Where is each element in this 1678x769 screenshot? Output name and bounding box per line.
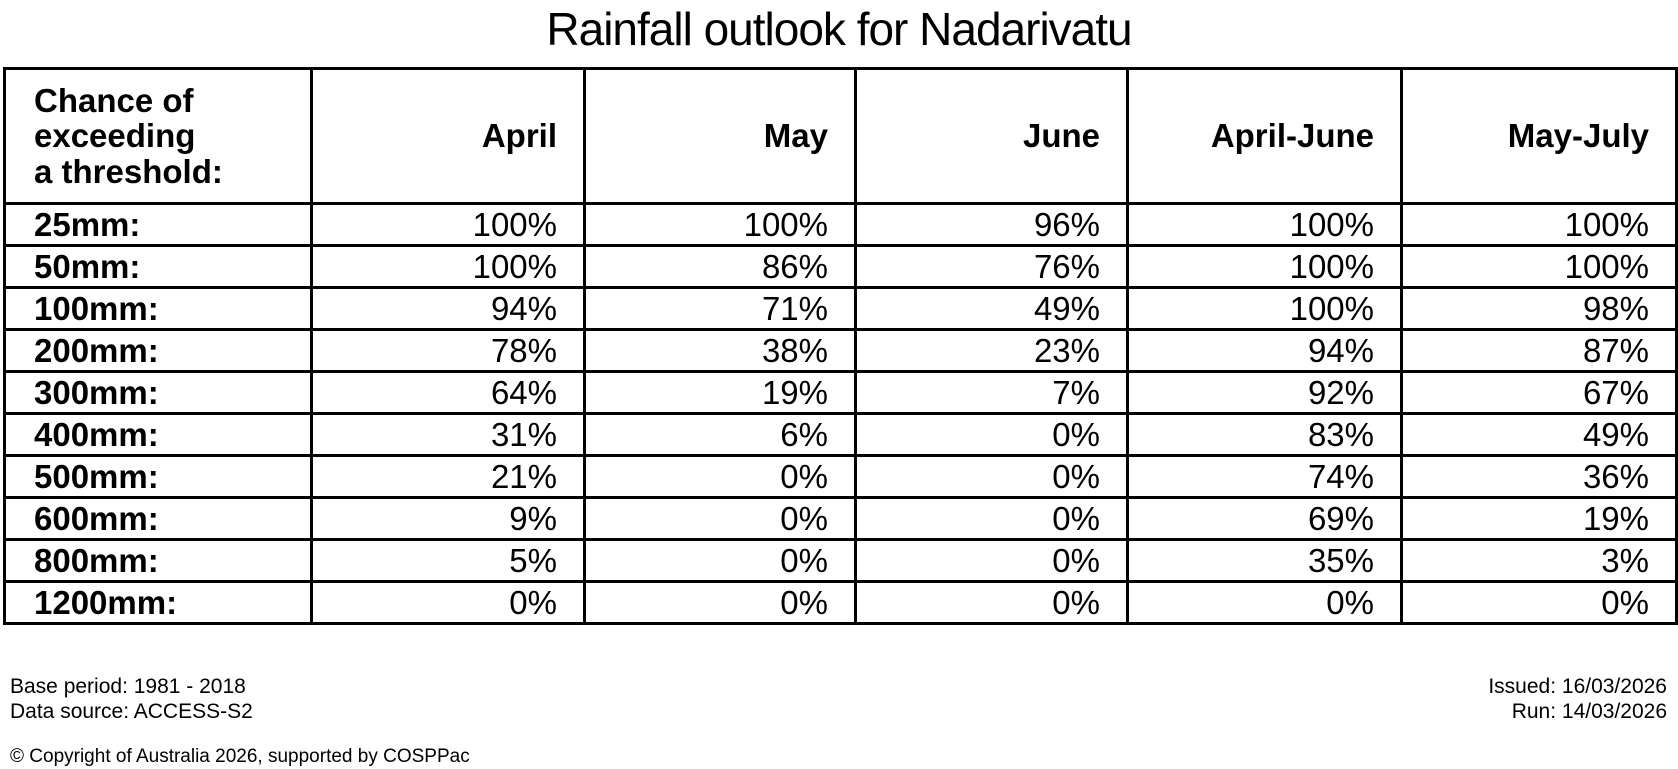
table-cell: 0%	[583, 580, 857, 625]
table-row: 25mm: 100% 100% 96% 100% 100%	[3, 202, 1678, 247]
row-label-400mm: 400mm:	[3, 412, 313, 457]
table-cell: 49%	[854, 286, 1129, 331]
table-cell: 0%	[854, 454, 1129, 499]
rainfall-table: Chance of exceeding a threshold: April M…	[3, 67, 1678, 625]
table-cell: 83%	[1126, 412, 1403, 457]
table-row: 500mm: 21% 0% 0% 74% 36%	[3, 454, 1678, 499]
table-cell: 31%	[310, 412, 586, 457]
table-cell: 69%	[1126, 496, 1403, 541]
table-header-row: Chance of exceeding a threshold: April M…	[3, 67, 1678, 205]
data-source-text: Data source: ACCESS-S2	[10, 700, 253, 723]
base-period-text: Base period: 1981 - 2018	[10, 675, 246, 698]
table-row: 1200mm: 0% 0% 0% 0% 0%	[3, 580, 1678, 625]
table-cell: 67%	[1400, 370, 1678, 415]
table-cell: 19%	[583, 370, 857, 415]
row-label-600mm: 600mm:	[3, 496, 313, 541]
copyright-notice: © Copyright of Australia 2026, supported…	[10, 746, 470, 767]
row-label-800mm: 800mm:	[3, 538, 313, 583]
column-header-april: April	[310, 67, 586, 205]
row-label-300mm: 300mm:	[3, 370, 313, 415]
row-label-25mm: 25mm:	[3, 202, 313, 247]
table-cell: 98%	[1400, 286, 1678, 331]
table-cell: 94%	[1126, 328, 1403, 373]
table-cell: 7%	[854, 370, 1129, 415]
table-cell: 0%	[854, 538, 1129, 583]
footer-left: Base period: 1981 - 2018 Data source: AC…	[10, 674, 253, 724]
table-cell: 78%	[310, 328, 586, 373]
table-cell: 92%	[1126, 370, 1403, 415]
row-label-100mm: 100mm:	[3, 286, 313, 331]
table-cell: 0%	[583, 496, 857, 541]
table-cell: 23%	[854, 328, 1129, 373]
table-row: 400mm: 31% 6% 0% 83% 49%	[3, 412, 1678, 457]
row-label-200mm: 200mm:	[3, 328, 313, 373]
table-cell: 100%	[1400, 202, 1678, 247]
table-cell: 35%	[1126, 538, 1403, 583]
row-label-50mm: 50mm:	[3, 244, 313, 289]
row-label-1200mm: 1200mm:	[3, 580, 313, 625]
table-cell: 100%	[1126, 286, 1403, 331]
table-cell: 87%	[1400, 328, 1678, 373]
table-cell: 0%	[854, 412, 1129, 457]
table-cell: 5%	[310, 538, 586, 583]
table-cell: 71%	[583, 286, 857, 331]
table-cell: 3%	[1400, 538, 1678, 583]
table-row: 200mm: 78% 38% 23% 94% 87%	[3, 328, 1678, 373]
table-cell: 100%	[583, 202, 857, 247]
table-corner-header: Chance of exceeding a threshold:	[3, 67, 313, 205]
table-cell: 64%	[310, 370, 586, 415]
table-row: 50mm: 100% 86% 76% 100% 100%	[3, 244, 1678, 289]
table-cell: 0%	[310, 580, 586, 625]
table-cell: 38%	[583, 328, 857, 373]
table-cell: 74%	[1126, 454, 1403, 499]
table-cell: 0%	[1400, 580, 1678, 625]
table-cell: 0%	[854, 496, 1129, 541]
table-cell: 0%	[583, 538, 857, 583]
table-cell: 9%	[310, 496, 586, 541]
page-title: Rainfall outlook for Nadarivatu	[546, 3, 1132, 55]
table-cell: 100%	[310, 202, 586, 247]
footer-right: Issued: 16/03/2026 Run: 14/03/2026	[1488, 674, 1667, 724]
issued-date-text: Issued: 16/03/2026	[1488, 675, 1667, 698]
table-cell: 6%	[583, 412, 857, 457]
run-date-text: Run: 14/03/2026	[1511, 700, 1667, 723]
table-cell: 76%	[854, 244, 1129, 289]
table-cell: 21%	[310, 454, 586, 499]
table-cell: 0%	[1126, 580, 1403, 625]
table-cell: 100%	[1126, 202, 1403, 247]
table-cell: 0%	[854, 580, 1129, 625]
table-row: 800mm: 5% 0% 0% 35% 3%	[3, 538, 1678, 583]
column-header-may-july: May-July	[1400, 67, 1678, 205]
row-label-500mm: 500mm:	[3, 454, 313, 499]
table-cell: 100%	[1126, 244, 1403, 289]
table-row: 100mm: 94% 71% 49% 100% 98%	[3, 286, 1678, 331]
table-cell: 49%	[1400, 412, 1678, 457]
table-cell: 96%	[854, 202, 1129, 247]
table-cell: 36%	[1400, 454, 1678, 499]
table-cell: 100%	[310, 244, 586, 289]
table-cell: 86%	[583, 244, 857, 289]
table-row: 300mm: 64% 19% 7% 92% 67%	[3, 370, 1678, 415]
table-cell: 94%	[310, 286, 586, 331]
table-cell: 0%	[583, 454, 857, 499]
table-cell: 19%	[1400, 496, 1678, 541]
column-header-april-june: April-June	[1126, 67, 1403, 205]
table-row: 600mm: 9% 0% 0% 69% 19%	[3, 496, 1678, 541]
column-header-may: May	[583, 67, 857, 205]
column-header-june: June	[854, 67, 1129, 205]
table-cell: 100%	[1400, 244, 1678, 289]
